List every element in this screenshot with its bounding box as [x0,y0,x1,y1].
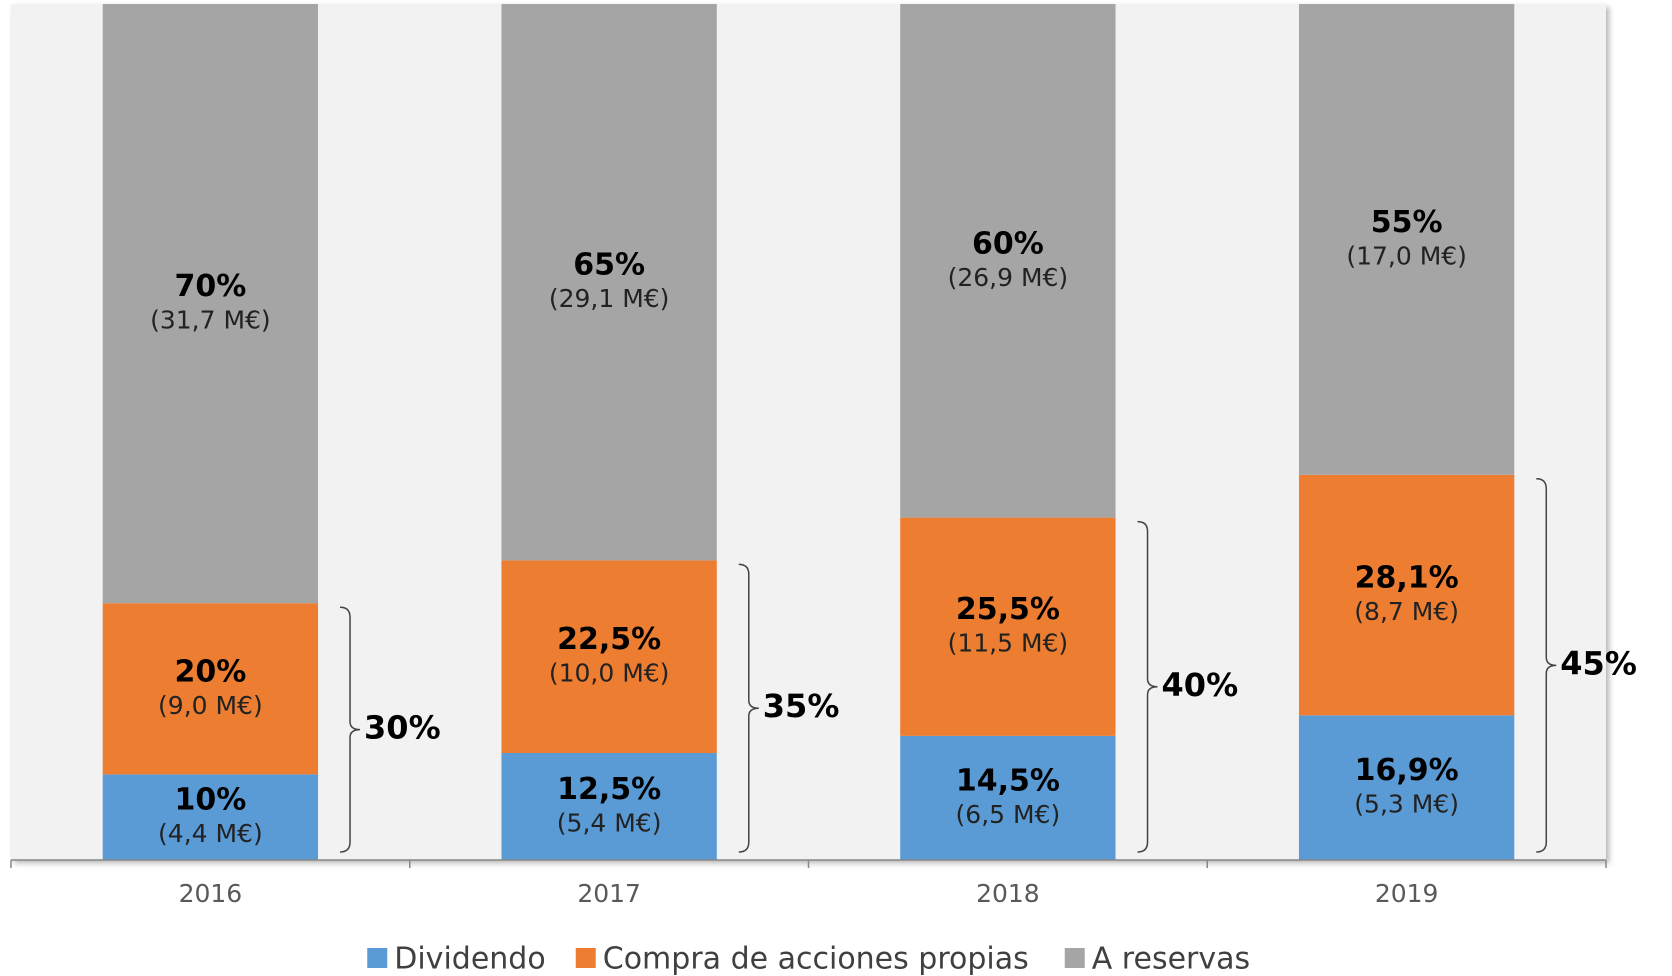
x-tick-label: 2019 [1375,879,1439,908]
value-label: 20% [174,654,246,689]
value-label: 16,9% [1355,753,1459,788]
bar-segment [1298,715,1515,860]
bar-segment [102,774,319,860]
total-label: 40% [1162,666,1239,704]
legend-label: Dividendo [394,942,545,976]
amount-label: (17,0 M€) [1346,241,1467,270]
legend-label: Compra de acciones propias [603,942,1029,976]
bar-segment [900,4,1116,518]
x-tick-label: 2016 [179,879,243,908]
legend-swatch [1064,948,1085,968]
total-label: 35% [763,687,840,725]
value-label: 55% [1371,205,1443,240]
amount-label: (29,1 M€) [549,284,670,313]
value-label: 22,5% [557,622,661,657]
amount-label: (9,0 M€) [158,691,263,720]
amount-label: (11,5 M€) [948,629,1069,658]
x-tick-label: 2018 [976,879,1040,908]
total-label: 45% [1560,644,1637,682]
amount-label: (4,4 M€) [158,819,263,848]
bar-segment [900,735,1116,860]
total-brace [738,563,759,853]
value-label: 10% [174,783,246,818]
total-label: 30% [364,709,441,747]
value-label: 25,5% [956,592,1060,627]
bar-segment [102,603,319,775]
bar-segment [501,560,717,753]
amount-label: (8,7 M€) [1354,597,1459,626]
amount-label: (26,9 M€) [948,263,1069,292]
x-tick-label: 2017 [577,879,641,908]
amount-label: (5,3 M€) [1354,790,1459,819]
amount-label: (10,0 M€) [549,659,670,688]
amount-label: (5,4 M€) [557,809,662,838]
legend-swatch [575,948,596,968]
bar-segment [1298,4,1515,475]
bar-segment [1298,474,1515,716]
value-label: 28,1% [1355,561,1459,596]
legend-label: A reservas [1092,942,1250,976]
bar-segment [900,517,1116,736]
value-label: 65% [573,248,645,283]
bar-segment [501,4,717,561]
value-label: 14,5% [956,763,1060,798]
value-label: 60% [972,226,1044,261]
amount-label: (6,5 M€) [956,800,1061,829]
value-label: 12,5% [557,772,661,807]
amount-label: (31,7 M€) [150,306,271,335]
bar-segment [102,4,319,604]
legend-swatch [367,948,388,968]
value-label: 70% [174,269,246,304]
bar-segment [501,753,717,860]
